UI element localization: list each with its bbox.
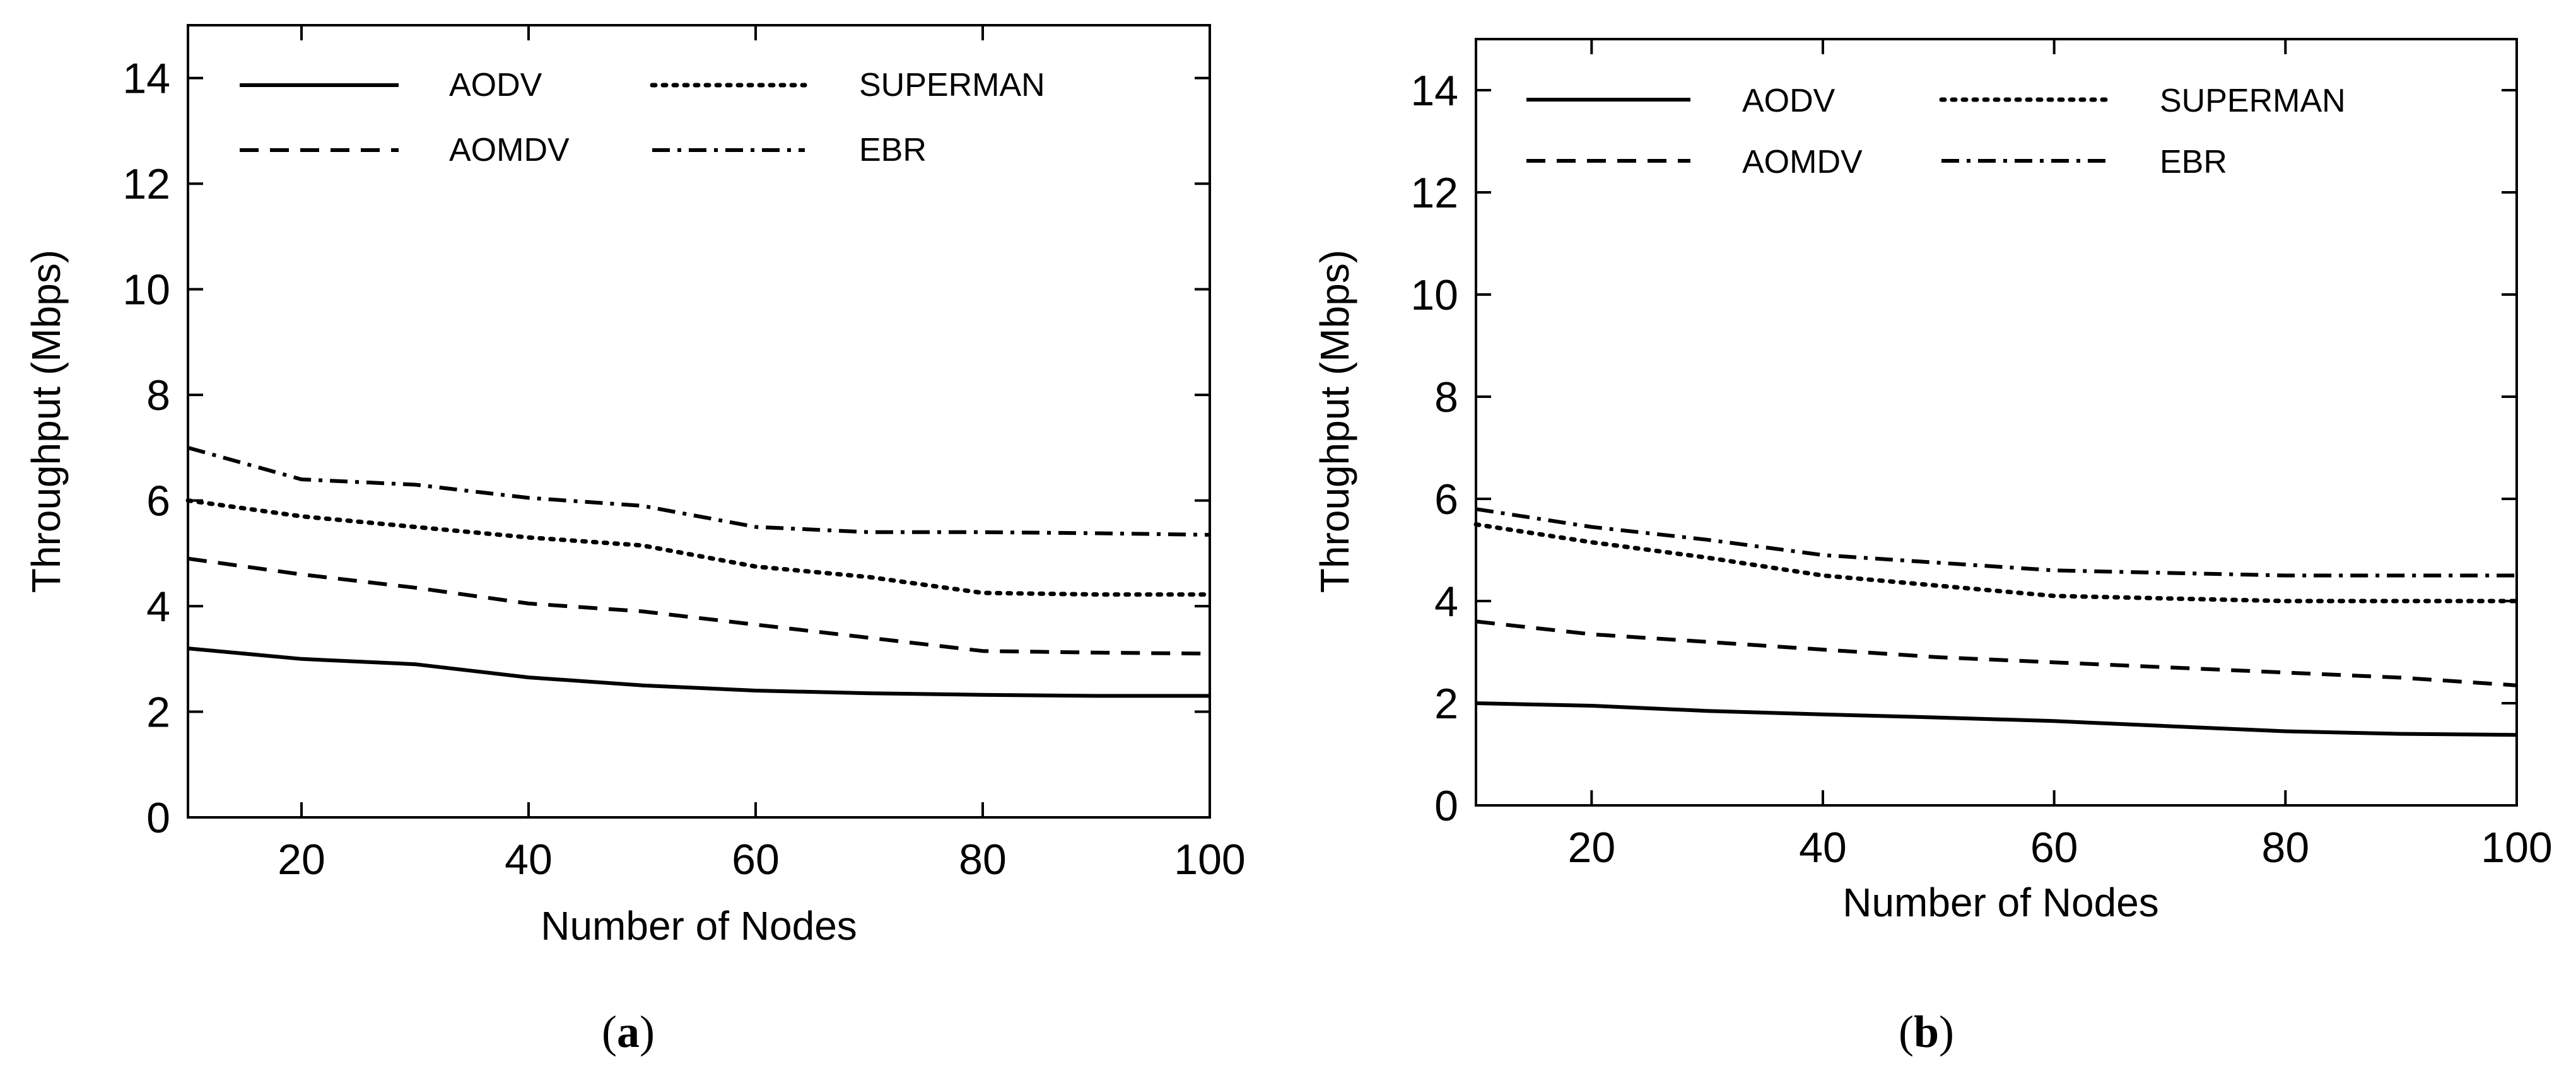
series-line-ebr (1475, 507, 2517, 578)
x-tick-label: 20 (278, 836, 325, 884)
legend-label-aomdv: AOMDV (449, 132, 570, 168)
y-tick-label: 6 (146, 477, 170, 525)
y-tick-label: 0 (146, 794, 170, 842)
x-tick-label: 40 (1799, 824, 1847, 872)
x-axis-title: Number of Nodes (1842, 880, 2159, 925)
panel-caption: (a) (602, 1007, 655, 1057)
series-line-aodv (187, 646, 1210, 698)
x-tick-label: 20 (1568, 824, 1616, 872)
y-axis-title: Throughput (Mbps) (1312, 250, 1357, 593)
legend-label-ebr: EBR (2160, 144, 2227, 180)
x-tick-label: 40 (505, 836, 553, 884)
panel-caption: (b) (1899, 1007, 1954, 1057)
chart-panel-b: 0 2 4 6 8 10 12 14 20 40 60 80 100 Number of Nodes Thr… (1312, 38, 2553, 1057)
plot-frame (1475, 38, 2518, 807)
series-line-aodv (1475, 701, 2517, 737)
y-tick-label: 2 (146, 689, 170, 737)
y-tick-label: 14 (1410, 67, 1458, 115)
legend-label-superman: SUPERMAN (859, 67, 1045, 103)
y-tick-label: 4 (146, 583, 170, 631)
x-tick-label: 100 (1174, 836, 1245, 884)
x-tick-label: 80 (959, 836, 1007, 884)
legend-label-ebr: EBR (859, 132, 927, 168)
y-tick-label: 12 (1410, 169, 1458, 217)
x-tick-label: 80 (2262, 824, 2310, 872)
plot-frame (187, 24, 1211, 819)
y-tick-label: 0 (1434, 782, 1458, 830)
chart-panel-a: 0 2 4 6 8 10 12 14 20 40 60 80 100 Number of Nodes Thr… (23, 24, 1246, 1057)
y-tick-label: 10 (1410, 271, 1458, 319)
x-axis-title: Number of Nodes (541, 903, 857, 949)
series-line-aomdv (1475, 619, 2517, 687)
y-tick-label: 14 (122, 55, 170, 103)
series-line-superman (1473, 522, 2519, 604)
series-line-superman (185, 498, 1212, 597)
legend-label-aomdv: AOMDV (1742, 144, 1863, 180)
series-line-ebr (187, 446, 1210, 537)
y-tick-label: 12 (122, 160, 170, 208)
y-tick-label: 8 (1434, 373, 1458, 421)
y-tick-label: 4 (1434, 578, 1458, 626)
series-line-aomdv (187, 556, 1210, 656)
legend-label-aodv: AODV (449, 67, 542, 103)
y-tick-label: 6 (1434, 476, 1458, 523)
legend-label-superman: SUPERMAN (2160, 83, 2346, 119)
y-tick-label: 2 (1434, 680, 1458, 728)
y-tick-label: 10 (122, 266, 170, 314)
x-tick-label: 60 (2030, 824, 2078, 872)
x-tick-label: 60 (732, 836, 780, 884)
x-tick-label: 100 (2481, 824, 2552, 872)
y-tick-label: 8 (146, 371, 170, 419)
legend-label-aodv: AODV (1742, 83, 1835, 119)
y-axis-title: Throughput (Mbps) (23, 250, 69, 593)
